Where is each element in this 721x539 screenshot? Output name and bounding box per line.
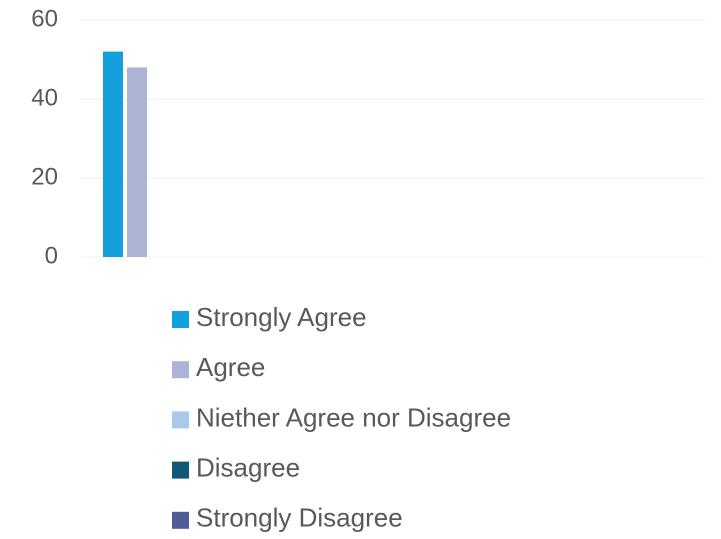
legend-label: Strongly Disagree xyxy=(196,503,403,533)
legend-swatch xyxy=(172,411,189,429)
legend-label: Niether Agree nor Disagree xyxy=(196,402,511,432)
y-tick-label: 0 xyxy=(45,242,58,269)
legend-label: Disagree xyxy=(196,452,300,482)
bar xyxy=(127,67,147,258)
bar xyxy=(103,51,123,257)
legend-swatch xyxy=(172,311,189,328)
y-tick-label: 40 xyxy=(31,84,58,111)
legend-swatch xyxy=(172,361,189,379)
legend-swatch xyxy=(172,461,189,479)
y-tick-label: 60 xyxy=(31,5,58,32)
y-tick-label: 20 xyxy=(31,163,58,190)
legend-label: Strongly Agree xyxy=(196,302,367,332)
legend-label: Agree xyxy=(196,352,265,382)
legend-swatch xyxy=(172,511,189,529)
